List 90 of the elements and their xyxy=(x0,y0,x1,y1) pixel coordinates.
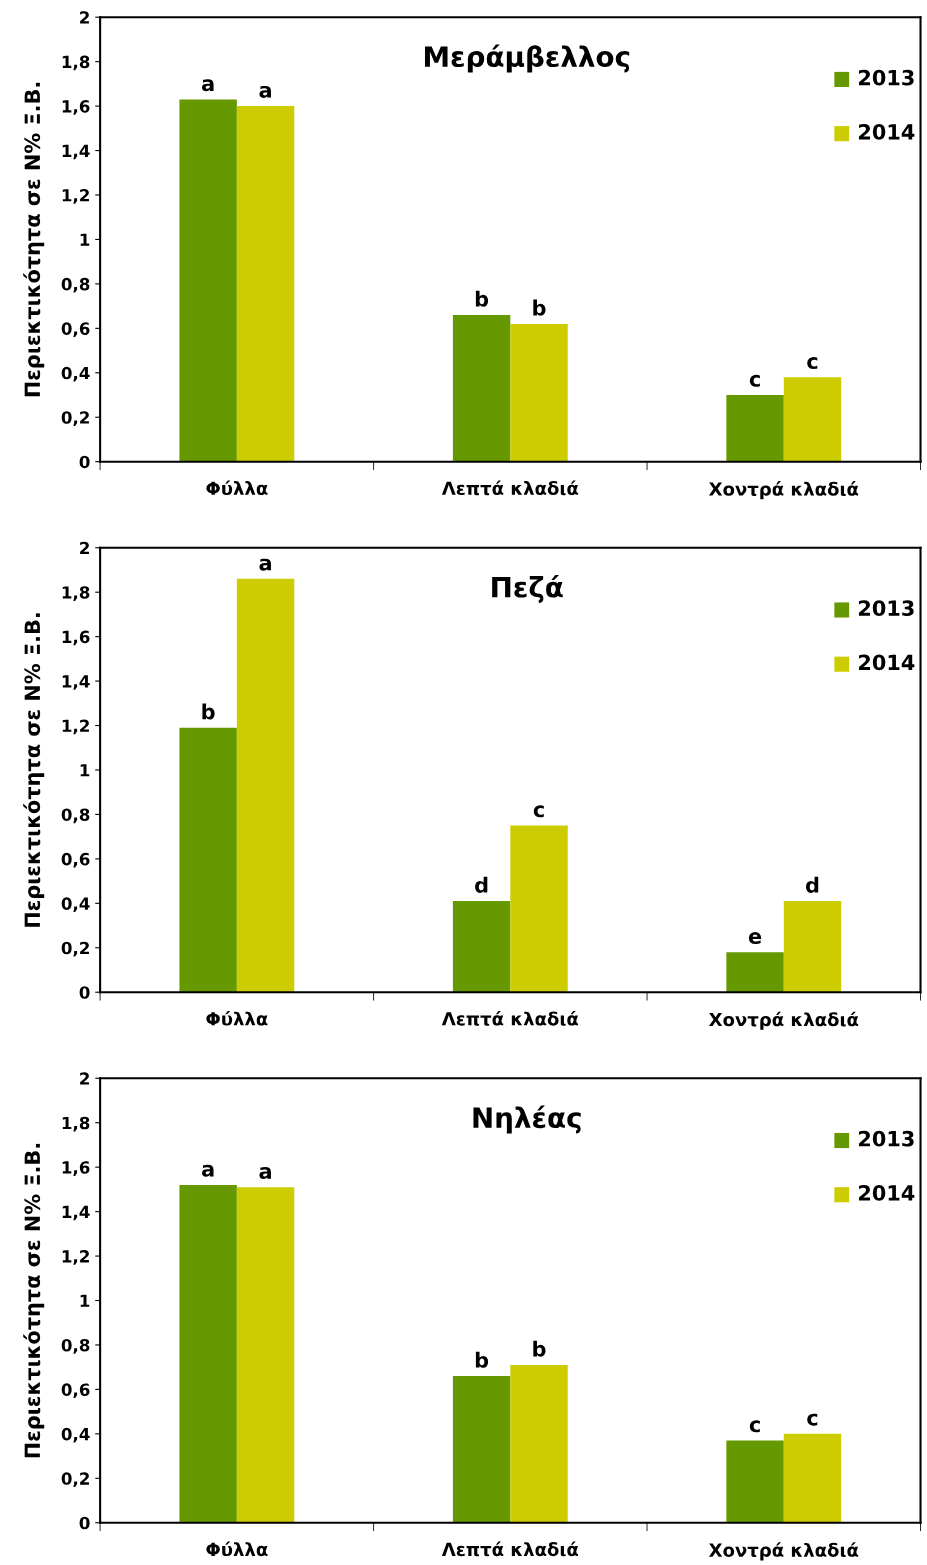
y-axis-title: Περιεκτικότητα σε Ν% Ξ.Β. xyxy=(23,613,45,927)
y-tick-label: 0,8 xyxy=(61,1338,90,1354)
data-label: a xyxy=(259,1167,271,1179)
y-axis-title: Περιεκτικότητα σε Ν% Ξ.Β. xyxy=(23,82,45,397)
y-tick-label: 1,6 xyxy=(62,100,90,115)
data-label: b xyxy=(533,1340,546,1357)
y-tick-label: 2 xyxy=(80,1072,89,1085)
bar xyxy=(783,1433,842,1523)
y-tick-label: 0,2 xyxy=(61,941,89,957)
bar xyxy=(510,323,568,462)
y-tick-label: 0 xyxy=(79,986,90,999)
data-label: c xyxy=(807,1413,818,1426)
y-tick-label: 1 xyxy=(80,1294,90,1307)
data-label: d xyxy=(805,876,819,893)
y-tick-label: 1,6 xyxy=(62,630,90,646)
y-tick-label: 1,4 xyxy=(62,1205,90,1221)
x-tick-label: Λεπτά κλαδιά xyxy=(441,1010,579,1026)
y-tick-label: 0,8 xyxy=(61,808,90,824)
data-label: b xyxy=(533,299,546,316)
y-tick-label: 0,4 xyxy=(61,366,90,382)
x-tick-label: Φύλλα xyxy=(206,480,268,496)
data-label: b xyxy=(475,1351,489,1368)
data-label: c xyxy=(749,1420,760,1433)
text: Πεζά xyxy=(492,574,563,603)
data-label: e xyxy=(748,932,762,945)
data-label: a xyxy=(259,558,271,571)
y-tick-label: 0,6 xyxy=(61,1383,90,1399)
bar xyxy=(179,1184,237,1523)
legend-label: 2014 xyxy=(858,1185,915,1201)
y-tick-label: 1,2 xyxy=(62,719,89,735)
x-tick-label: Χοντρά κλαδιά xyxy=(708,481,859,500)
y-tick-label: 0,6 xyxy=(61,852,90,868)
legend-label: 2013 xyxy=(858,1130,914,1147)
x-tick-label: Λεπτά κλαδιά xyxy=(441,480,579,496)
text: Νηλέας xyxy=(473,1105,581,1134)
y-tick-label: 1,4 xyxy=(62,675,90,690)
y-tick-label: 1,8 xyxy=(62,55,90,71)
text: Μεράμβελλος xyxy=(424,44,630,73)
bar xyxy=(510,825,568,993)
bar xyxy=(726,1440,784,1523)
bar xyxy=(236,578,295,993)
y-tick-label: 1,6 xyxy=(62,1161,90,1176)
data-label: c xyxy=(533,805,544,818)
bar xyxy=(452,901,511,993)
y-tick-label: 0,6 xyxy=(61,322,90,338)
y-tick-label: 0,8 xyxy=(61,277,90,293)
x-tick-label: Χοντρά κλαδιά xyxy=(708,1542,859,1561)
y-tick-label: 0,2 xyxy=(61,411,89,426)
y-tick-label: 1,8 xyxy=(62,1116,90,1132)
y-axis-title: Περιεκτικότητα σε Ν% Ξ.Β. xyxy=(23,1143,45,1458)
data-label: a xyxy=(202,79,214,92)
x-tick-label: Λεπτά κλαδιά xyxy=(441,1541,579,1557)
legend-label: 2013 xyxy=(858,69,914,86)
y-tick-label: 1,2 xyxy=(62,1250,89,1265)
bar xyxy=(783,377,842,462)
data-label: d xyxy=(475,876,488,893)
legend-label: 2014 xyxy=(858,123,915,140)
y-tick-label: 0,2 xyxy=(61,1472,89,1487)
bar xyxy=(452,1376,511,1523)
bar xyxy=(726,395,784,462)
data-label: c xyxy=(749,374,760,387)
y-tick-label: 1,8 xyxy=(62,586,90,601)
y-tick-label: 1 xyxy=(80,764,90,777)
bar xyxy=(179,727,237,993)
data-label: a xyxy=(202,1164,214,1177)
y-tick-label: 0 xyxy=(79,455,90,469)
y-tick-label: 0 xyxy=(79,1516,90,1530)
data-label: b xyxy=(475,290,489,307)
y-tick-label: 1 xyxy=(80,233,90,246)
y-tick-label: 1,4 xyxy=(62,144,90,160)
bar xyxy=(452,315,511,462)
bar xyxy=(236,106,295,462)
bar xyxy=(510,1364,568,1523)
x-tick-label: Φύλλα xyxy=(206,1541,268,1557)
bar xyxy=(783,901,842,993)
x-tick-label: Φύλλα xyxy=(206,1010,268,1026)
legend-label: 2013 xyxy=(858,600,914,617)
x-tick-label: Χοντρά κλαδιά xyxy=(708,1011,859,1030)
y-tick-label: 0,4 xyxy=(61,1427,90,1443)
bar xyxy=(179,99,237,462)
y-tick-label: 2 xyxy=(80,541,89,555)
data-label: c xyxy=(807,357,818,370)
y-tick-label: 0,4 xyxy=(61,897,90,913)
y-tick-label: 2 xyxy=(80,11,89,24)
bar xyxy=(236,1187,295,1523)
data-label: b xyxy=(202,703,215,720)
bar xyxy=(726,952,784,993)
data-label: a xyxy=(259,85,271,98)
y-tick-label: 1,2 xyxy=(62,188,89,204)
legend-label: 2014 xyxy=(858,654,915,671)
